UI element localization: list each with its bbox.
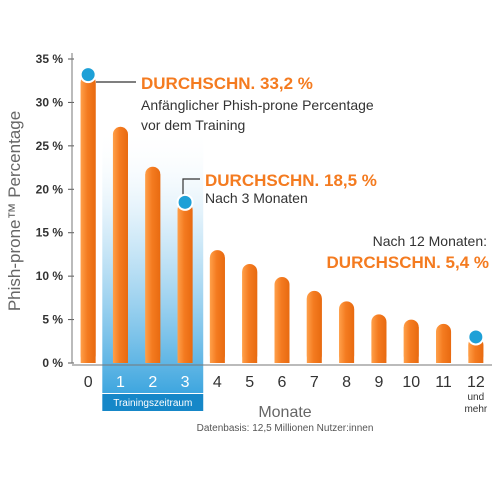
annotation-headline: DURCHSCHN. 18,5 % — [205, 171, 377, 190]
y-axis-title: Phish-prone™ Percentage — [5, 111, 24, 311]
bar-month-11-body — [436, 331, 452, 363]
y-tick-label: 5 % — [42, 313, 63, 327]
y-tick-label: 10 % — [36, 269, 64, 283]
y-tick-label: 20 % — [36, 182, 64, 196]
annotation-text: Nach 3 Monaten — [205, 190, 308, 206]
marker-month-12 — [467, 328, 485, 346]
marker-month-0 — [79, 66, 97, 84]
annotation-headline: DURCHSCHN. 33,2 % — [141, 74, 313, 93]
bar-month-12-body — [468, 344, 484, 363]
annotation-text: vor dem Training — [141, 117, 245, 133]
x-tick-label-2: 2 — [148, 374, 157, 391]
bar-month-4-body — [209, 257, 225, 363]
y-tick-label: 25 % — [36, 139, 64, 153]
bar-month-5-body — [242, 271, 258, 363]
x-tick-label-4: 4 — [213, 374, 222, 391]
x-tick-label-5: 5 — [245, 374, 254, 391]
bar-month-0-body — [80, 82, 96, 364]
annotation-headline: DURCHSCHN. 5,4 % — [327, 253, 489, 272]
y-tick-label: 30 % — [36, 95, 64, 109]
bar-month-8-body — [339, 308, 355, 363]
training-period-label-bg — [102, 394, 204, 411]
x-tick-label-0: 0 — [84, 374, 93, 391]
bar-month-10-body — [403, 327, 419, 363]
marker-month-3 — [176, 193, 194, 211]
bar-month-1-body — [112, 134, 128, 363]
y-tick-label: 35 % — [36, 52, 64, 66]
x-tick-label-9: 9 — [374, 374, 383, 391]
footnote: Datenbasis: 12,5 Millionen Nutzer:innen — [197, 423, 374, 434]
x-tick-label-3: 3 — [181, 374, 190, 391]
x-axis-title: Monate — [258, 404, 311, 421]
bar-month-3-body — [177, 209, 193, 363]
annotation-text: Anfänglicher Phish-prone Percentage — [141, 97, 374, 113]
bar-month-2-body — [145, 174, 161, 363]
x-tick-label-12: 12 — [467, 374, 485, 391]
training-period-label: Trainingszeitraum — [113, 398, 192, 409]
y-tick-label: 15 % — [36, 226, 64, 240]
x-tick-label-6: 6 — [278, 374, 287, 391]
x-tick-sublabel: und — [468, 392, 485, 403]
bar-month-6-body — [274, 284, 290, 363]
bar-month-9-body — [371, 321, 387, 363]
bar-month-7-body — [306, 298, 322, 363]
y-tick-label: 0 % — [42, 356, 63, 370]
x-tick-sublabel: mehr — [464, 404, 487, 415]
x-tick-label-7: 7 — [310, 374, 319, 391]
x-tick-label-8: 8 — [342, 374, 351, 391]
x-tick-label-1: 1 — [116, 374, 125, 391]
annotation-text: Nach 12 Monaten: — [373, 233, 487, 249]
x-tick-label-10: 10 — [402, 374, 420, 391]
x-tick-label-11: 11 — [435, 374, 452, 391]
